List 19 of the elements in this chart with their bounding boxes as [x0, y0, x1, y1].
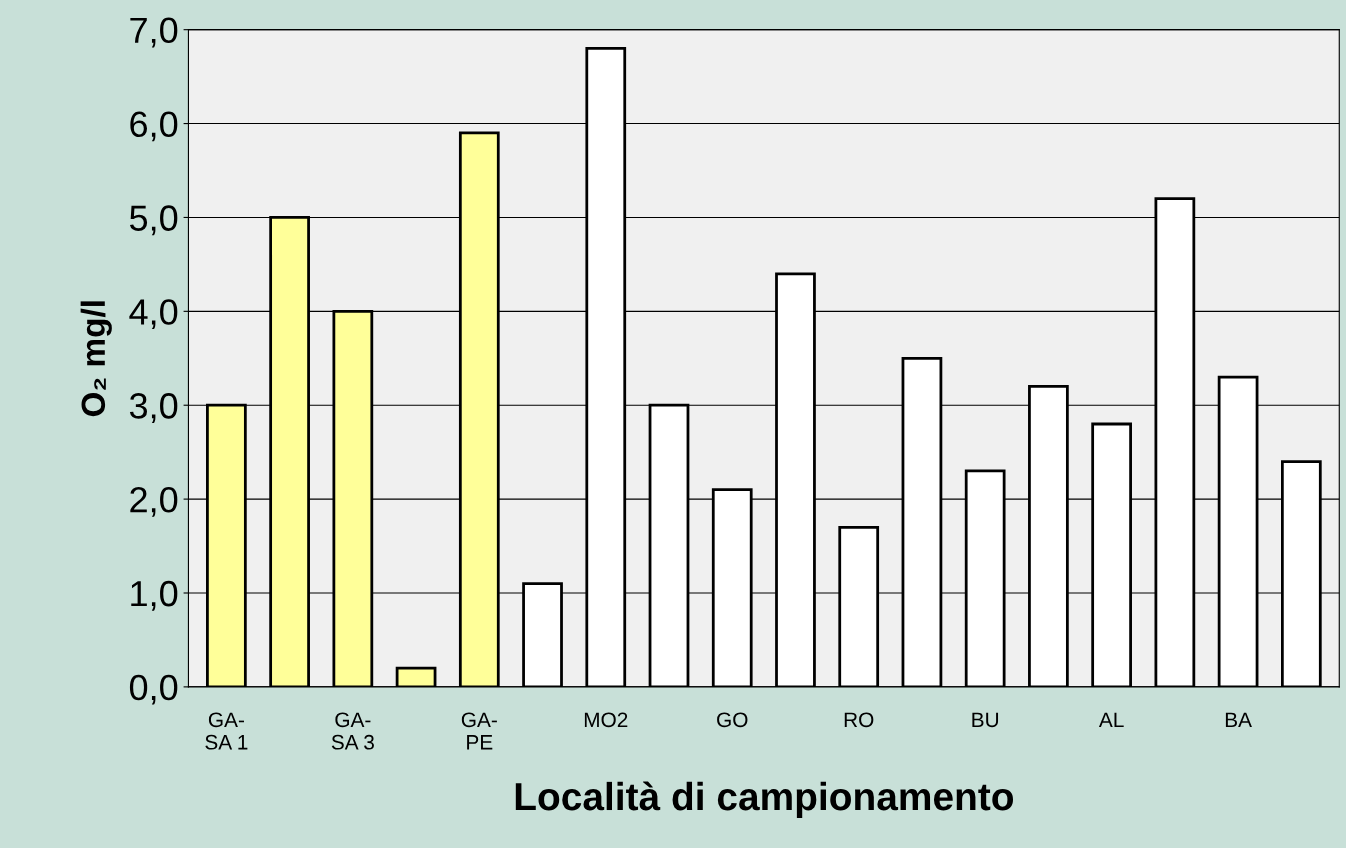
- x-tick-label: BU: [972, 712, 999, 728]
- y-tick-label: 4,0: [129, 299, 178, 330]
- x-tick-label: BA: [1225, 712, 1252, 727]
- y-axis-title: O₂ mg/l: [80, 301, 112, 417]
- x-tick-label: RO: [844, 712, 874, 728]
- x-tick-label: GO: [717, 712, 748, 728]
- y-tick-label: 6,0: [130, 111, 178, 142]
- y-tick-label: 1,0: [131, 580, 178, 611]
- x-tick-label: MO2: [584, 712, 628, 728]
- y-tick-label: 3,0: [129, 393, 178, 423]
- x-tick-label: AL: [1098, 712, 1124, 727]
- y-tick-label: 2,0: [130, 486, 178, 517]
- x-axis-title: Località di campionamento: [515, 781, 1014, 819]
- y-tick-label: 5,0: [129, 205, 178, 236]
- y-tick-label: 7,0: [130, 17, 178, 48]
- x-tick-label: GA- SA 1: [205, 712, 248, 750]
- y-tick-label: 0,0: [129, 674, 178, 705]
- x-tick-label: GA- SA 3: [331, 712, 374, 750]
- x-tick-label: GA- PE: [461, 712, 497, 750]
